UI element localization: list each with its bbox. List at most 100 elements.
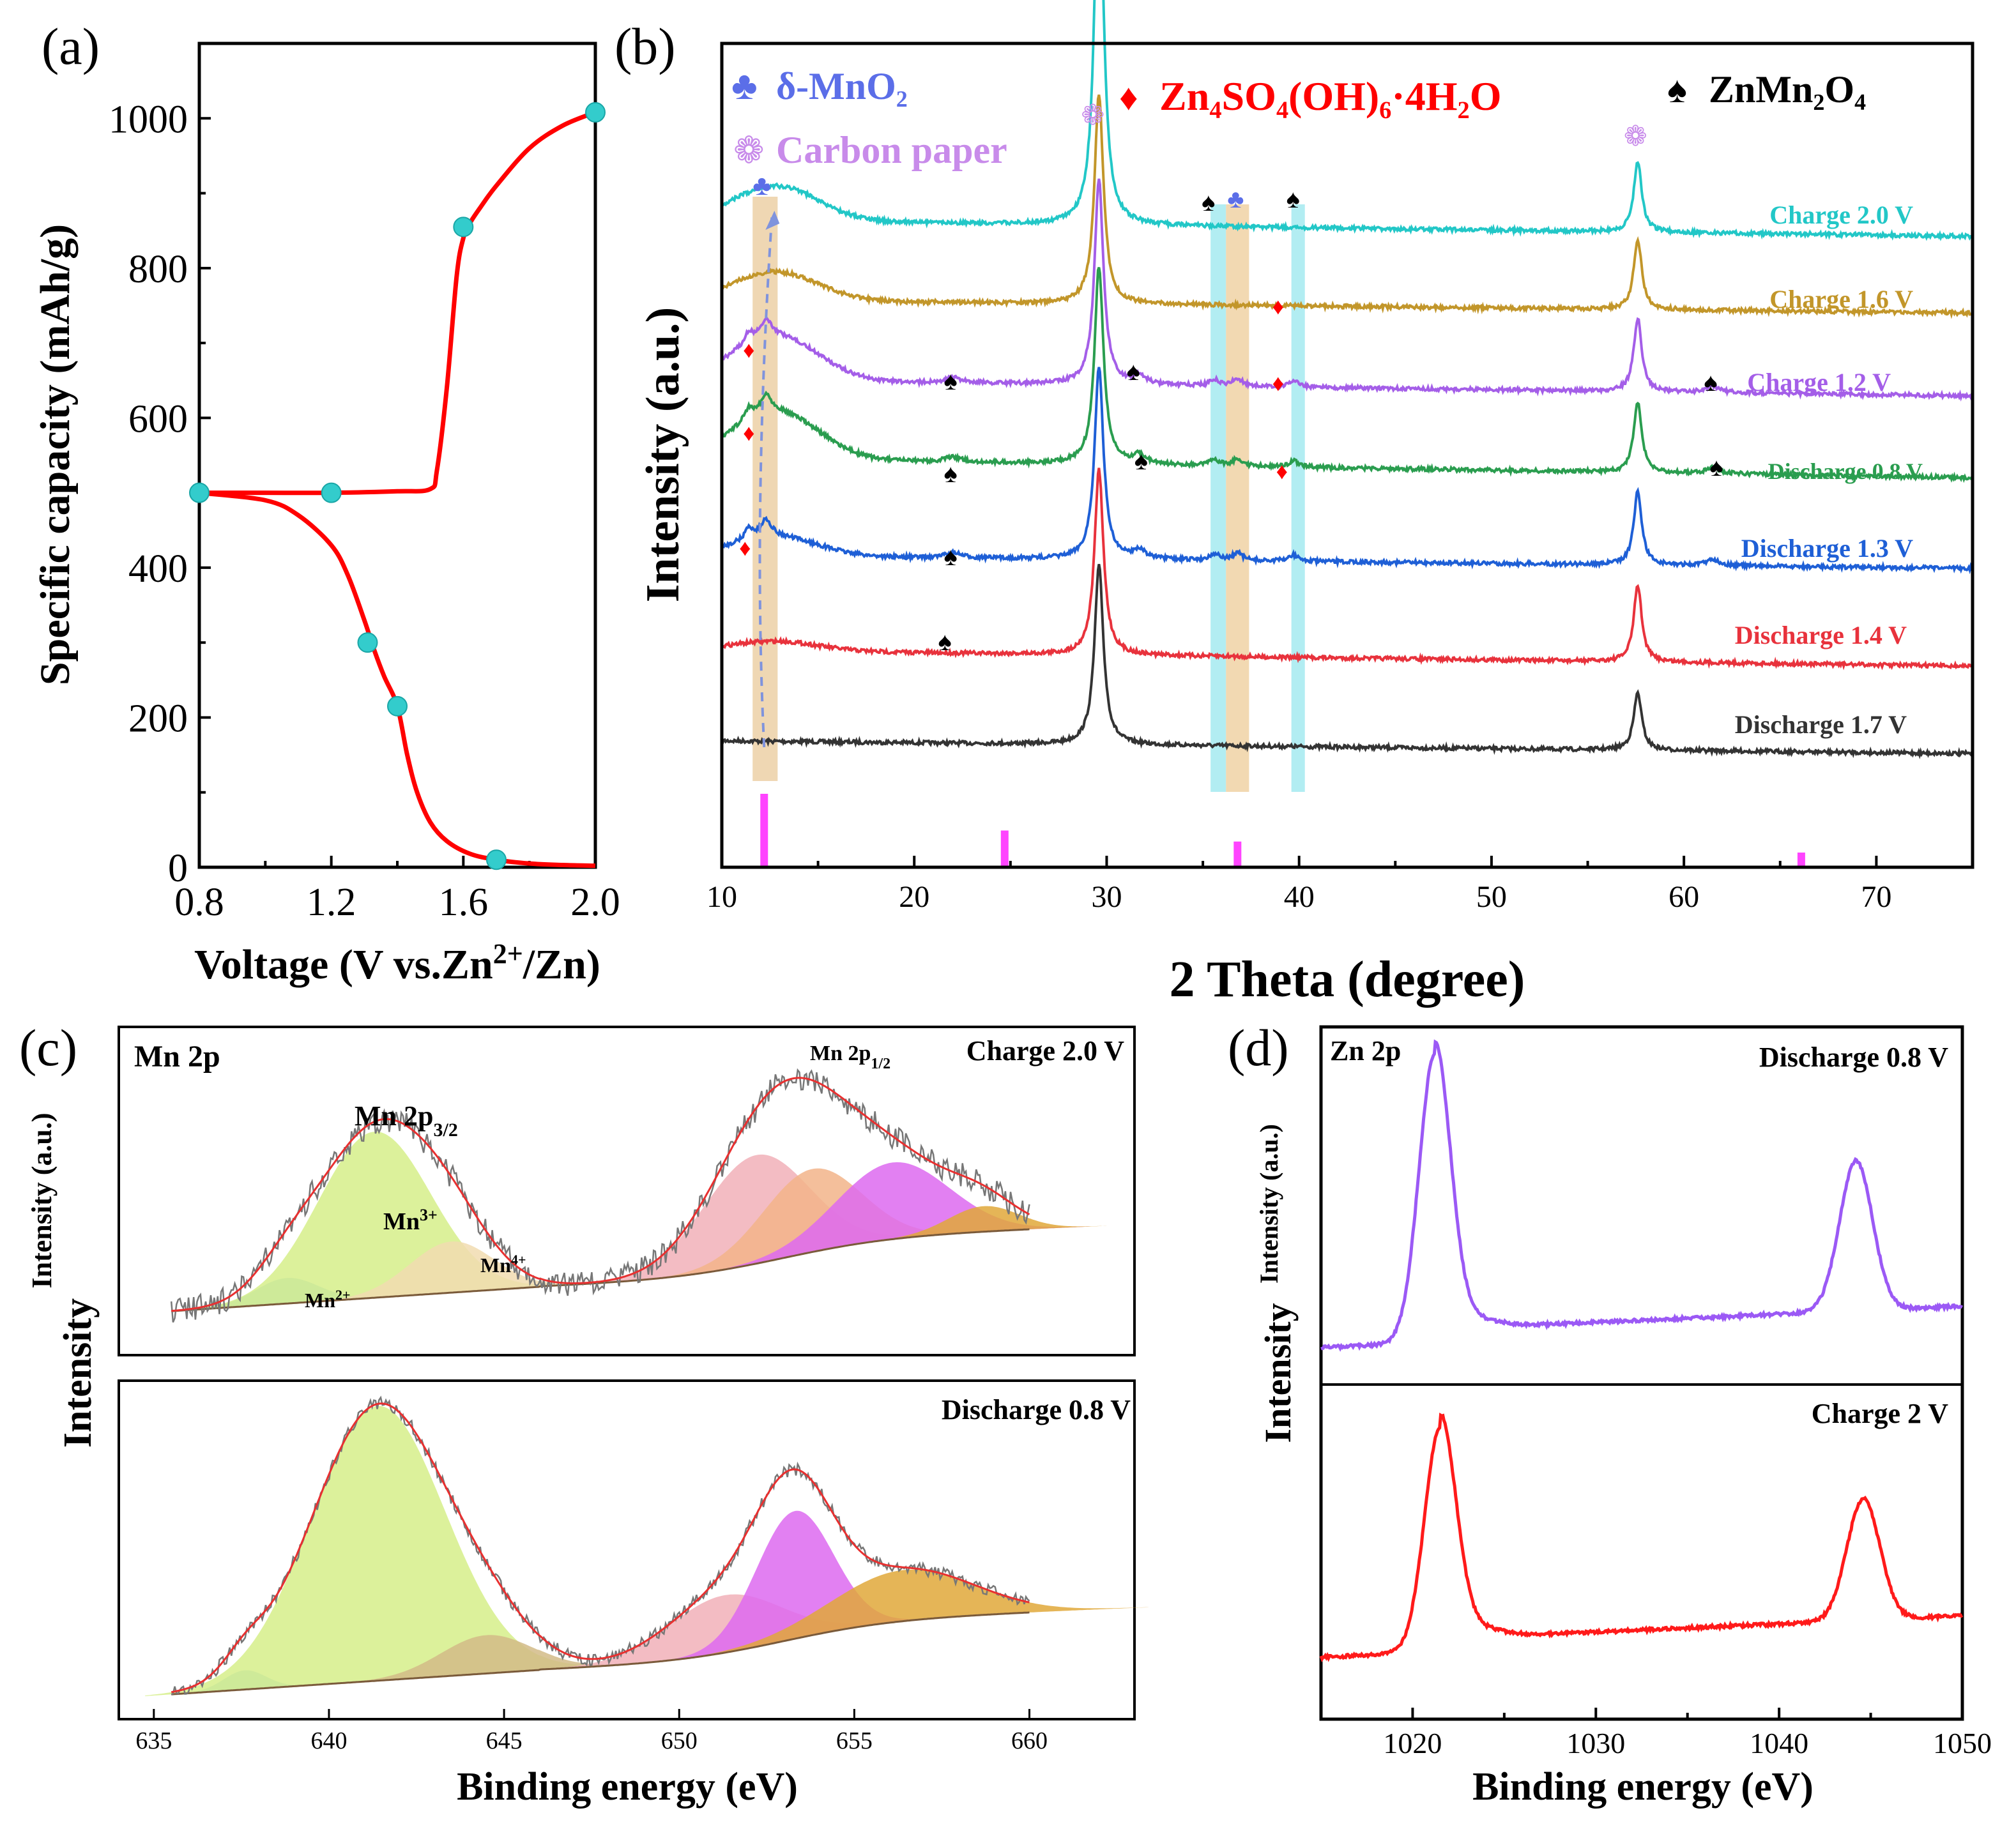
x-tick-label: 20 — [899, 880, 929, 914]
x-tick-label: 640 — [310, 1727, 347, 1754]
series-label: Discharge 0.8 V — [1768, 459, 1923, 484]
series-discharge — [199, 490, 596, 869]
xrd-curve — [721, 0, 1973, 241]
panel-c-top-plot — [170, 1068, 1107, 1323]
x-tick-label: 10 — [706, 880, 737, 914]
panel-b-xlabel: 2 Theta (degree) — [1170, 952, 1525, 1008]
fit-component — [572, 1154, 940, 1285]
reference-bar — [1000, 830, 1009, 867]
legend-delta-mno2: δ-MnO₂ — [776, 65, 908, 107]
panel-c-mn2p12-label: Mn 2p1/2 — [810, 1042, 890, 1072]
carbon-paper-icon: ❁ — [1624, 121, 1647, 152]
panel-c-ylabel: Intensity — [56, 1298, 100, 1448]
panel-d-frame — [1319, 1025, 1964, 1721]
x-tick-label: 60 — [1669, 880, 1699, 914]
fit-component — [640, 1168, 984, 1280]
panel-b-label: (b) — [615, 17, 676, 75]
panel-c-label: (c) — [19, 1019, 77, 1077]
panel-c-ticks: 635 640 645 650 655 660 — [135, 1709, 1048, 1754]
x-tick-label: 1030 — [1566, 1727, 1625, 1759]
spade-icon: ♠ — [1667, 69, 1687, 110]
highlight-band — [752, 197, 778, 781]
raw-spectrum — [170, 1068, 1030, 1323]
reference-bar — [1797, 853, 1805, 867]
spade-icon: ♠ — [1202, 188, 1215, 216]
data-marker — [387, 695, 408, 717]
arrow-head — [765, 211, 780, 230]
highlight-band — [1210, 204, 1226, 792]
x-tick-label: 1040 — [1750, 1727, 1808, 1759]
panel-b-series-labels: Discharge 1.7 V Discharge 1.4 V Discharge … — [1735, 201, 1923, 739]
reference-bar — [1233, 841, 1242, 867]
x-tick-label: 1050 — [1933, 1727, 1992, 1759]
panel-b-curves — [721, 0, 1974, 759]
panel-b-ticks: 10 20 30 40 50 60 70 — [706, 856, 1891, 914]
spade-icon: ♠ — [938, 627, 951, 656]
carbon-paper-icon: ❁ — [733, 130, 765, 171]
background-line — [171, 1611, 1030, 1696]
series-label: Charge 2.0 V — [1769, 201, 1913, 229]
reference-bar — [760, 794, 768, 867]
shift-arrow — [758, 216, 774, 748]
x-tick-label: 1.6 — [439, 881, 489, 924]
x-tick-label: 660 — [1011, 1727, 1048, 1754]
y-tick-label: 400 — [128, 547, 188, 591]
spade-icon: ♠ — [1127, 357, 1140, 386]
series-charge — [199, 110, 597, 496]
diamond-icon: ♦ — [1119, 77, 1138, 118]
club-icon: ♣ — [1227, 185, 1244, 213]
y-tick-label: 1000 — [109, 98, 188, 141]
xrd-curve — [721, 178, 1974, 402]
xrd-curve — [721, 267, 1974, 483]
background-line — [171, 1228, 1030, 1312]
panel-c-mn2-label: Mn2+ — [305, 1287, 351, 1312]
panel-d-ylabel: Intensity — [1257, 1303, 1299, 1443]
xrd-curve — [721, 94, 1974, 319]
panel-b: (b) 10 20 30 40 50 60 70 Discharge 1.7 VDischa… — [615, 0, 1974, 1008]
panel-d-top-condition: Discharge 0.8 V — [1759, 1042, 1948, 1073]
y-tick-label: 600 — [128, 397, 188, 441]
panel-b-frame — [720, 42, 1974, 869]
series-label: Discharge 1.3 V — [1741, 534, 1913, 563]
xrd-curve — [721, 367, 1973, 575]
y-tick-label: 200 — [128, 697, 188, 740]
data-marker — [357, 632, 378, 653]
fit-component — [145, 1406, 611, 1696]
x-tick-label: 40 — [1284, 880, 1315, 914]
panel-c-top-frame — [118, 1026, 1136, 1356]
fit-envelope — [171, 1077, 1030, 1312]
xps-curve — [1320, 1039, 1964, 1352]
x-tick-label: 1020 — [1383, 1727, 1442, 1759]
panel-d-label: (d) — [1228, 1019, 1289, 1077]
panel-c-top-condition: Charge 2.0 V — [966, 1035, 1125, 1066]
y-tick-label: 800 — [128, 248, 188, 291]
panel-d-top-title: Zn 2p — [1330, 1035, 1401, 1066]
panel-c-bottom-plot — [145, 1395, 1149, 1696]
data-marker — [585, 102, 606, 123]
panel-a-xlabel: Voltage (V vs.Zn2+/Zn) — [194, 938, 600, 989]
legend-znmn2o4: ZnMn₂O₄ — [1709, 68, 1866, 110]
fit-component — [327, 1635, 646, 1684]
x-tick-label: 650 — [661, 1727, 698, 1754]
panel-c-xlabel: Binding energy (eV) — [457, 1765, 798, 1809]
panel-d: (d) 1020 1030 1040 1050 Zn 2p Discharge 0.8… — [1228, 1019, 1992, 1809]
x-tick-label: 70 — [1861, 880, 1891, 914]
panel-b-phase-markers: ♠ ♠ ♠ ♠ ♠ ♠ ♠ ♠ ♠ ♠ ♦ ♦ ♦ ♦ ♦ ♦ ♣ ♣ ❁ ❁ — [739, 100, 1723, 656]
x-tick-label: 635 — [135, 1727, 172, 1754]
panel-d-xlabel: Binding energy (eV) — [1472, 1765, 1814, 1809]
spade-icon: ♠ — [943, 542, 957, 571]
panel-a-curves — [189, 102, 606, 870]
x-tick-label: 30 — [1091, 880, 1122, 914]
fit-component — [861, 1206, 1107, 1243]
series-label: Charge 1.2 V — [1747, 368, 1891, 397]
diamond-icon: ♦ — [743, 337, 754, 363]
series-label: Discharge 1.7 V — [1735, 710, 1907, 739]
panel-c-top-title: Mn 2p — [134, 1040, 220, 1074]
x-tick-label: 1.2 — [307, 881, 356, 924]
spade-icon: ♠ — [943, 459, 957, 488]
legend-carbon-paper: Carbon paper — [776, 129, 1007, 171]
diamond-icon: ♦ — [739, 535, 751, 561]
xrd-curve — [721, 564, 1974, 759]
data-marker — [453, 216, 474, 238]
